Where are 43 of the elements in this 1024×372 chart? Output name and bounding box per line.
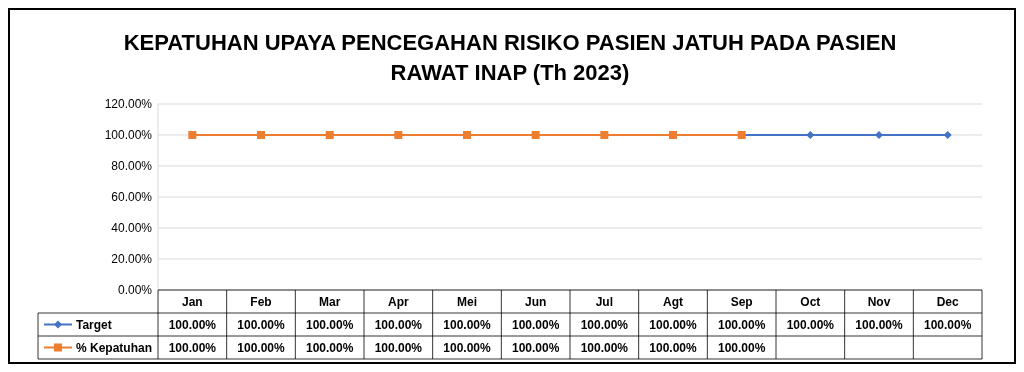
x-tick-label: Jul [595,295,614,309]
text: 100.00% [305,318,354,332]
data-label: 100.00% [168,341,217,355]
x-tick-label: Oct [800,295,821,309]
data-label: 100.00% [305,341,354,355]
x-tick-label: Feb [250,295,272,309]
data-label: 100.00% [649,341,698,355]
x-tick-label: Jun [524,295,547,309]
y-tick-label: 80.00% [111,159,153,173]
x-tick-label: Mei [456,295,478,309]
data-label: 100.00% [443,341,492,355]
data-label: 100.00% [786,318,835,332]
legend-label: % Kepatuhan [76,341,153,355]
data-label: 100.00% [855,318,904,332]
x-tick-label: Nov [867,295,891,309]
data-label: 100.00% [374,341,423,355]
y-tick-label: 40.00% [111,221,153,235]
text: 100.00% [511,318,560,332]
text: 100.00% [443,318,491,332]
x-tick-label: Agt [663,295,683,309]
x-tick-label: Dec [936,295,959,309]
y-tick-label: 120.00% [104,97,153,111]
y-tick-label: 100.00% [104,128,153,142]
data-label: 100.00% [923,318,972,332]
text: 100.00% [580,318,629,332]
data-label: 100.00% [237,341,286,355]
x-tick-label: Apr [388,295,409,309]
y-tick-label: 60.00% [111,190,153,204]
x-tick-label: Jan [181,295,203,309]
x-tick-label: Mar [318,295,341,309]
x-tick-label: Sep [730,295,753,309]
text: 100.00% [237,318,285,332]
chart-title: KEPATUHAN UPAYA PENCEGAHAN RISIKO PASIEN JATUH PADA PASIEN RAWAT INAP (Th 2023) [123,30,897,85]
y-tick-label: 20.00% [111,252,153,266]
data-label: 100.00% [717,318,766,332]
data-label: 100.00% [717,341,766,355]
text: 100.00% [168,318,217,332]
data-label: 100.00% [511,341,560,355]
text: 100.00% [374,318,423,332]
text: 100.00% [649,318,697,332]
legend-label: Target [76,318,112,332]
y-tick-label: 0.00% [117,283,153,297]
data-label: 100.00% [580,341,629,355]
